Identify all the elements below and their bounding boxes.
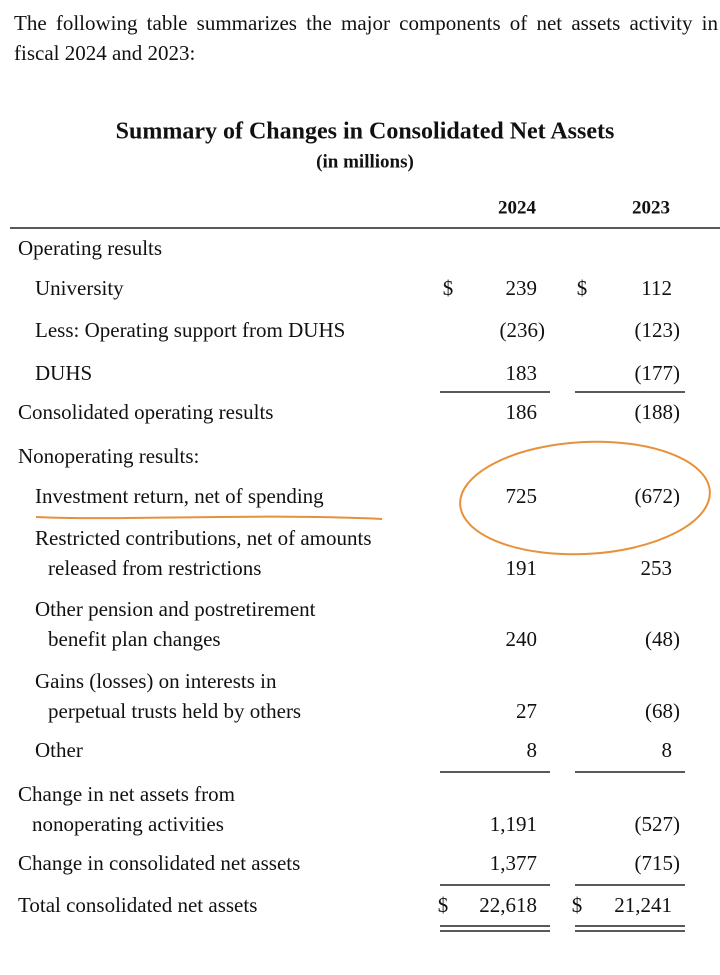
cell-value: 22,618 [479,893,537,917]
row-label: Change in consolidated net assets [18,851,300,875]
row-label: Total consolidated net assets [18,893,257,917]
row-label: Investment return, net of spending [35,484,324,508]
column-header: 2023 [632,197,670,218]
cell-value: (715) [635,851,681,875]
cell-value: 183 [506,361,538,385]
currency-sign: $ [438,893,449,917]
row-label: University [35,276,124,300]
table-title: Summary of Changes in Consolidated Net A… [116,119,615,145]
cell-value: (236) [500,318,546,342]
currency-sign: $ [443,276,454,300]
cell-value: 8 [527,738,538,762]
intro-box: The following table summarizes the major… [14,11,718,65]
row-label: Other [35,738,83,762]
currency-sign: $ [572,893,583,917]
currency-sign: $ [577,276,588,300]
cell-value: 253 [641,556,673,580]
cell-value: 191 [506,556,538,580]
cell-value: 186 [506,400,538,424]
row-label: Operating results [18,236,162,260]
table-subtitle: (in millions) [316,151,414,172]
row-label: benefit plan changes [48,627,221,651]
cell-value: 112 [641,276,672,300]
row-label: nonoperating activities [32,812,224,836]
row-label: Restricted contributions, net of amounts [35,526,372,550]
cell-value: 21,241 [614,893,672,917]
row-label: perpetual trusts held by others [48,699,301,723]
row-label: Consolidated operating results [18,400,273,424]
cell-value: 239 [506,276,538,300]
cell-value: 1,191 [490,812,537,836]
cell-value: (68) [645,699,680,723]
cell-value: (188) [635,400,681,424]
row-label: released from restrictions [48,556,261,580]
row-label: Less: Operating support from DUHS [35,318,345,342]
row-label: Gains (losses) on interests in [35,669,277,693]
cell-value: 8 [662,738,673,762]
cell-value: (177) [635,361,681,385]
annotation-circle [459,440,711,556]
annotation-underline [35,515,383,520]
cell-value: (123) [635,318,681,342]
cell-value: (48) [645,627,680,651]
column-header: 2024 [498,197,537,218]
cell-value: (527) [635,812,681,836]
row-label: Nonoperating results: [18,444,199,468]
cell-value: 240 [506,627,538,651]
cell-value: (672) [635,484,681,508]
cell-value: 27 [516,699,537,723]
row-label: Change in net assets from [18,782,235,806]
row-label: Other pension and postretirement [35,597,316,621]
intro: The following table summarizes the major… [14,11,718,65]
cell-value: 725 [506,484,538,508]
cell-value: 1,377 [490,851,537,875]
row-label: DUHS [35,361,92,385]
